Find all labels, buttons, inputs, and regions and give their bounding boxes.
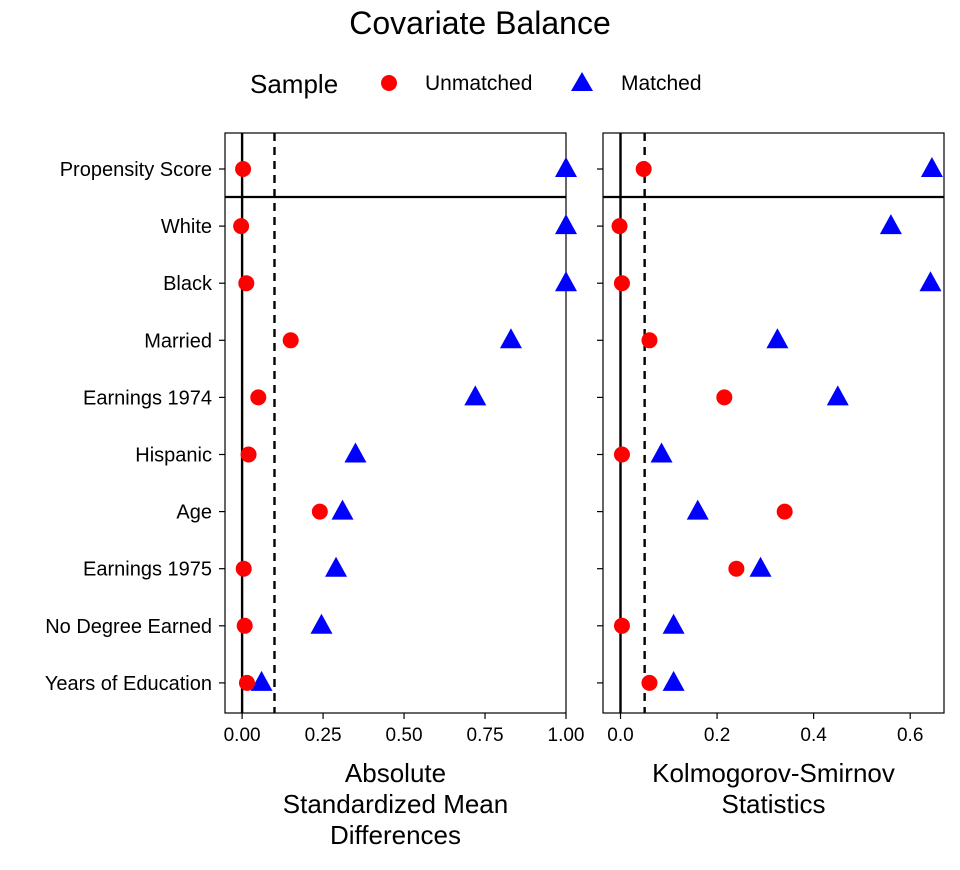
panel-asmd: 0.00 0.25 0.50 0.75 1.00 AbsoluteStandardized… xyxy=(224,132,585,850)
matched-point xyxy=(499,328,522,349)
matched-point xyxy=(464,385,487,406)
unmatched-point xyxy=(611,218,628,235)
unmatched-point xyxy=(235,560,252,577)
matched-point xyxy=(826,385,849,406)
x-axis-title: Statistics xyxy=(721,789,825,819)
panel-frame xyxy=(224,132,567,714)
y-tick-label: Married xyxy=(144,330,212,352)
matched-point xyxy=(920,157,943,177)
unmatched-point xyxy=(641,332,658,349)
matched-point xyxy=(344,442,367,463)
matched-point xyxy=(650,442,673,463)
unmatched-point xyxy=(238,674,255,691)
x-tick-label: 0.50 xyxy=(386,725,423,746)
x-tick-label: 0.0 xyxy=(607,725,633,746)
y-tick-label: Years of Education xyxy=(45,673,212,695)
unmatched-point xyxy=(250,389,267,406)
x-axis-title: Standardized Mean xyxy=(283,789,508,819)
x-tick-label: 0.25 xyxy=(305,725,342,746)
y-axis-labels: Propensity Score White Black Married Earning… xyxy=(45,159,603,695)
unmatched-point xyxy=(613,446,630,463)
matched-point xyxy=(331,499,354,520)
unmatched-point xyxy=(641,674,658,691)
x-axis-title: Kolmogorov-Smirnov xyxy=(652,758,895,788)
legend: Sample Unmatched Matched xyxy=(250,69,702,99)
y-tick-label: No Degree Earned xyxy=(45,616,212,638)
x-tick-label: 0.00 xyxy=(224,725,261,746)
legend-matched-marker xyxy=(571,72,593,91)
unmatched-point xyxy=(282,332,299,349)
legend-unmatched-marker xyxy=(381,75,397,91)
unmatched-point xyxy=(776,503,793,520)
y-tick-label: Black xyxy=(163,273,213,295)
y-tick-label: White xyxy=(161,216,212,238)
chart-title: Covariate Balance xyxy=(349,5,610,41)
y-tick-label: Earnings 1975 xyxy=(83,559,212,581)
matched-point xyxy=(555,157,577,177)
unmatched-point xyxy=(716,389,733,406)
x-tick-label: 0.6 xyxy=(897,725,923,746)
x-tick-label: 0.2 xyxy=(704,725,730,746)
unmatched-point xyxy=(233,218,250,235)
panel-frame xyxy=(602,132,945,714)
matched-point xyxy=(662,670,685,691)
y-tick-label: Propensity Score xyxy=(60,159,212,181)
matched-point xyxy=(766,328,789,349)
x-axis-title: Differences xyxy=(330,820,461,850)
y-tick-label: Age xyxy=(176,502,212,524)
x-axis-title: Absolute xyxy=(345,758,446,788)
matched-point xyxy=(250,670,273,691)
legend-unmatched-label: Unmatched xyxy=(425,72,532,95)
unmatched-point xyxy=(613,275,630,292)
matched-point xyxy=(919,271,942,292)
unmatched-point xyxy=(240,446,257,463)
x-tick-label: 0.75 xyxy=(467,725,504,746)
matched-point xyxy=(555,214,577,235)
matched-point xyxy=(749,556,772,577)
y-tick-label: Hispanic xyxy=(135,445,212,467)
x-tick-label: 1.00 xyxy=(548,725,585,746)
legend-matched-label: Matched xyxy=(621,72,702,95)
unmatched-point xyxy=(635,161,652,177)
unmatched-point xyxy=(728,560,745,577)
unmatched-point xyxy=(613,617,630,634)
matched-point xyxy=(310,613,333,634)
unmatched-point xyxy=(311,503,328,520)
legend-title: Sample xyxy=(250,69,338,99)
matched-point xyxy=(325,556,348,577)
unmatched-point xyxy=(235,161,252,177)
unmatched-point xyxy=(238,275,255,292)
y-tick-label: Earnings 1974 xyxy=(83,387,212,409)
x-tick-label: 0.4 xyxy=(800,725,827,746)
unmatched-point xyxy=(236,617,253,634)
matched-point xyxy=(555,271,577,292)
matched-point xyxy=(662,613,685,634)
matched-point xyxy=(879,214,902,235)
matched-point xyxy=(686,499,709,520)
